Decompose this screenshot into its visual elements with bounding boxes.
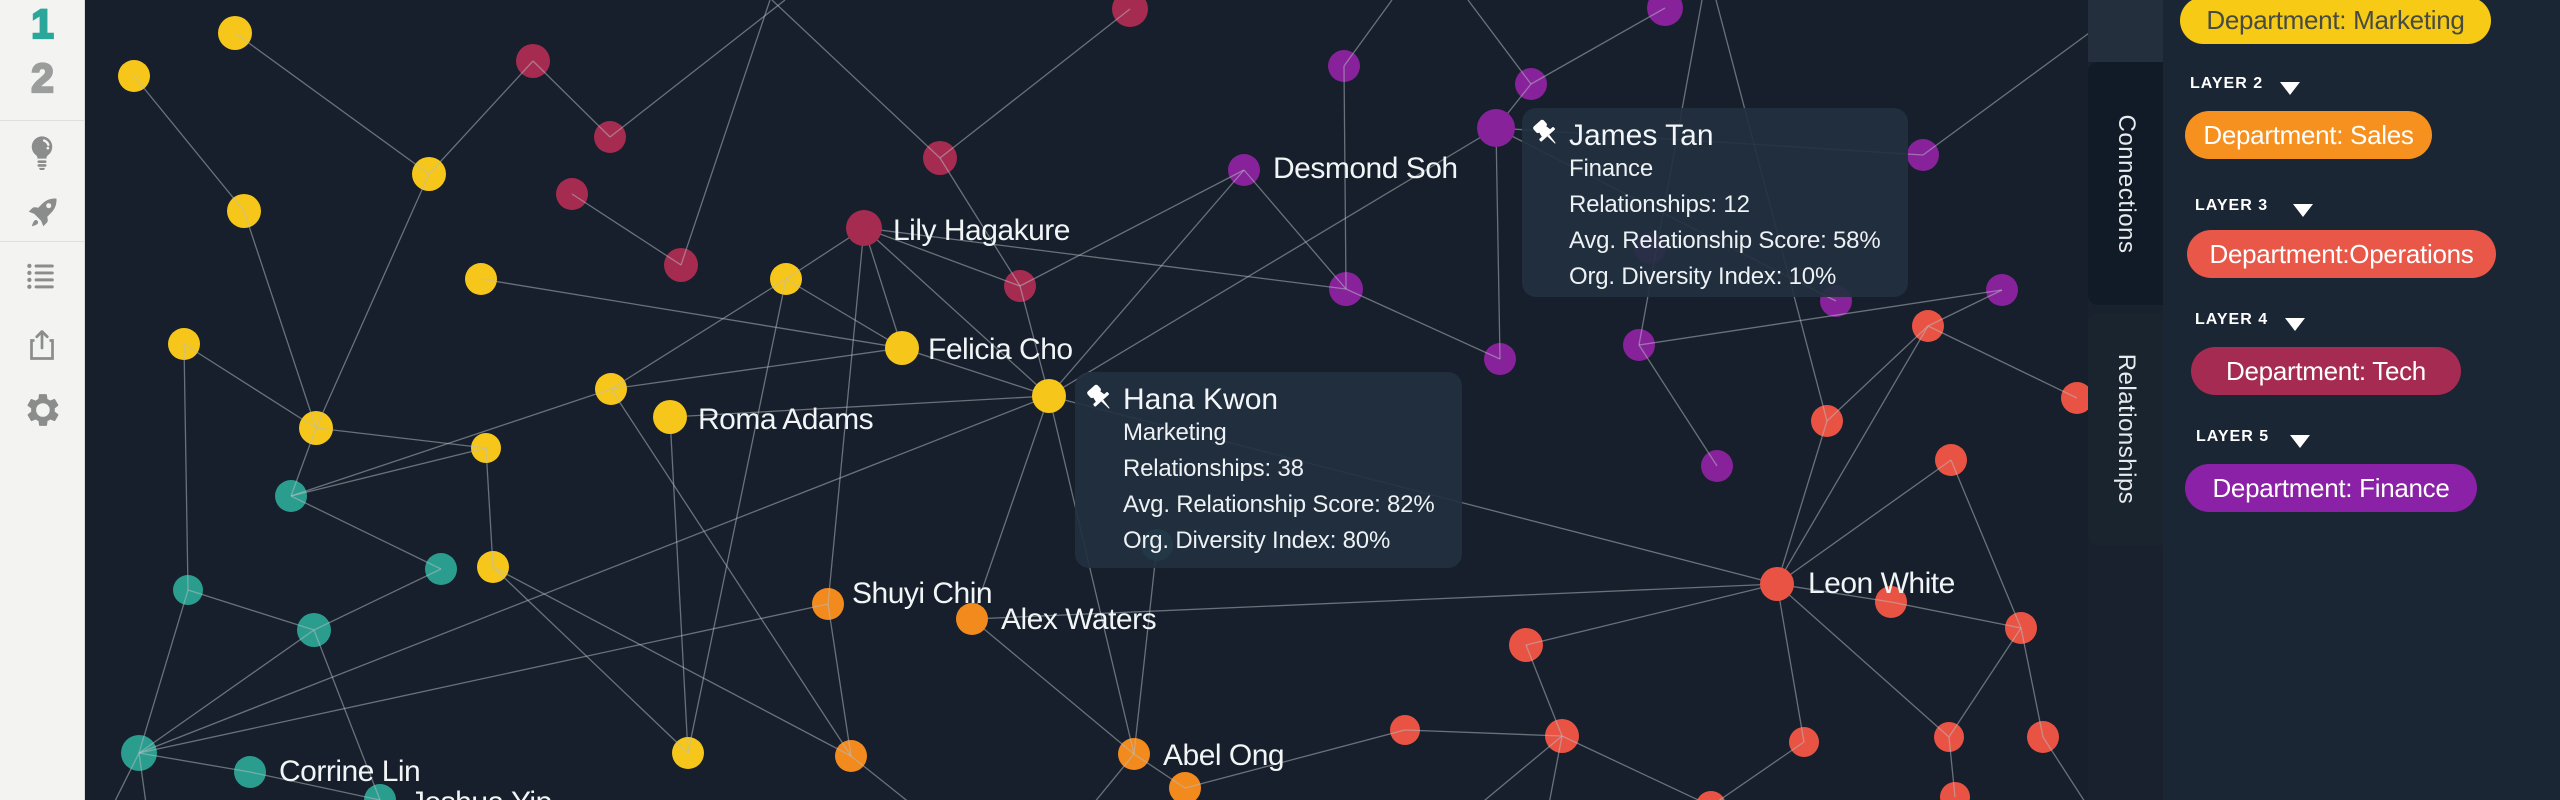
svg-text:Shuyi Chin: Shuyi Chin (852, 577, 992, 610)
svg-text:Joshua Yip: Joshua Yip (410, 786, 552, 800)
svg-text:Marketing: Marketing (1123, 419, 1227, 446)
svg-text:James Tan: James Tan (1569, 119, 1714, 152)
svg-text:Abel Ong: Abel Ong (1163, 739, 1284, 772)
svg-text:Alex Waters: Alex Waters (1001, 603, 1156, 636)
svg-text:Relationships: 38: Relationships: 38 (1123, 455, 1304, 482)
svg-text:Relationships: 12: Relationships: 12 (1569, 191, 1750, 218)
svg-text:Org. Diversity Index: 80%: Org. Diversity Index: 80% (1123, 527, 1390, 554)
svg-text:Org. Diversity Index: 10%: Org. Diversity Index: 10% (1569, 263, 1836, 290)
svg-text:Finance: Finance (1569, 155, 1653, 182)
svg-text:Leon White: Leon White (1808, 567, 1955, 600)
svg-text:Hana Kwon: Hana Kwon (1123, 383, 1278, 416)
svg-text:Avg. Relationship Score: 82%: Avg. Relationship Score: 82% (1123, 491, 1434, 518)
svg-text:Corrine Lin: Corrine Lin (279, 755, 420, 788)
svg-text:Felicia Cho: Felicia Cho (928, 333, 1073, 366)
svg-text:Avg. Relationship Score: 58%: Avg. Relationship Score: 58% (1569, 227, 1880, 254)
svg-text:Lily Hagakure: Lily Hagakure (893, 214, 1070, 247)
svg-text:Desmond Soh: Desmond Soh (1273, 152, 1458, 185)
svg-text:Roma Adams: Roma Adams (698, 403, 873, 436)
